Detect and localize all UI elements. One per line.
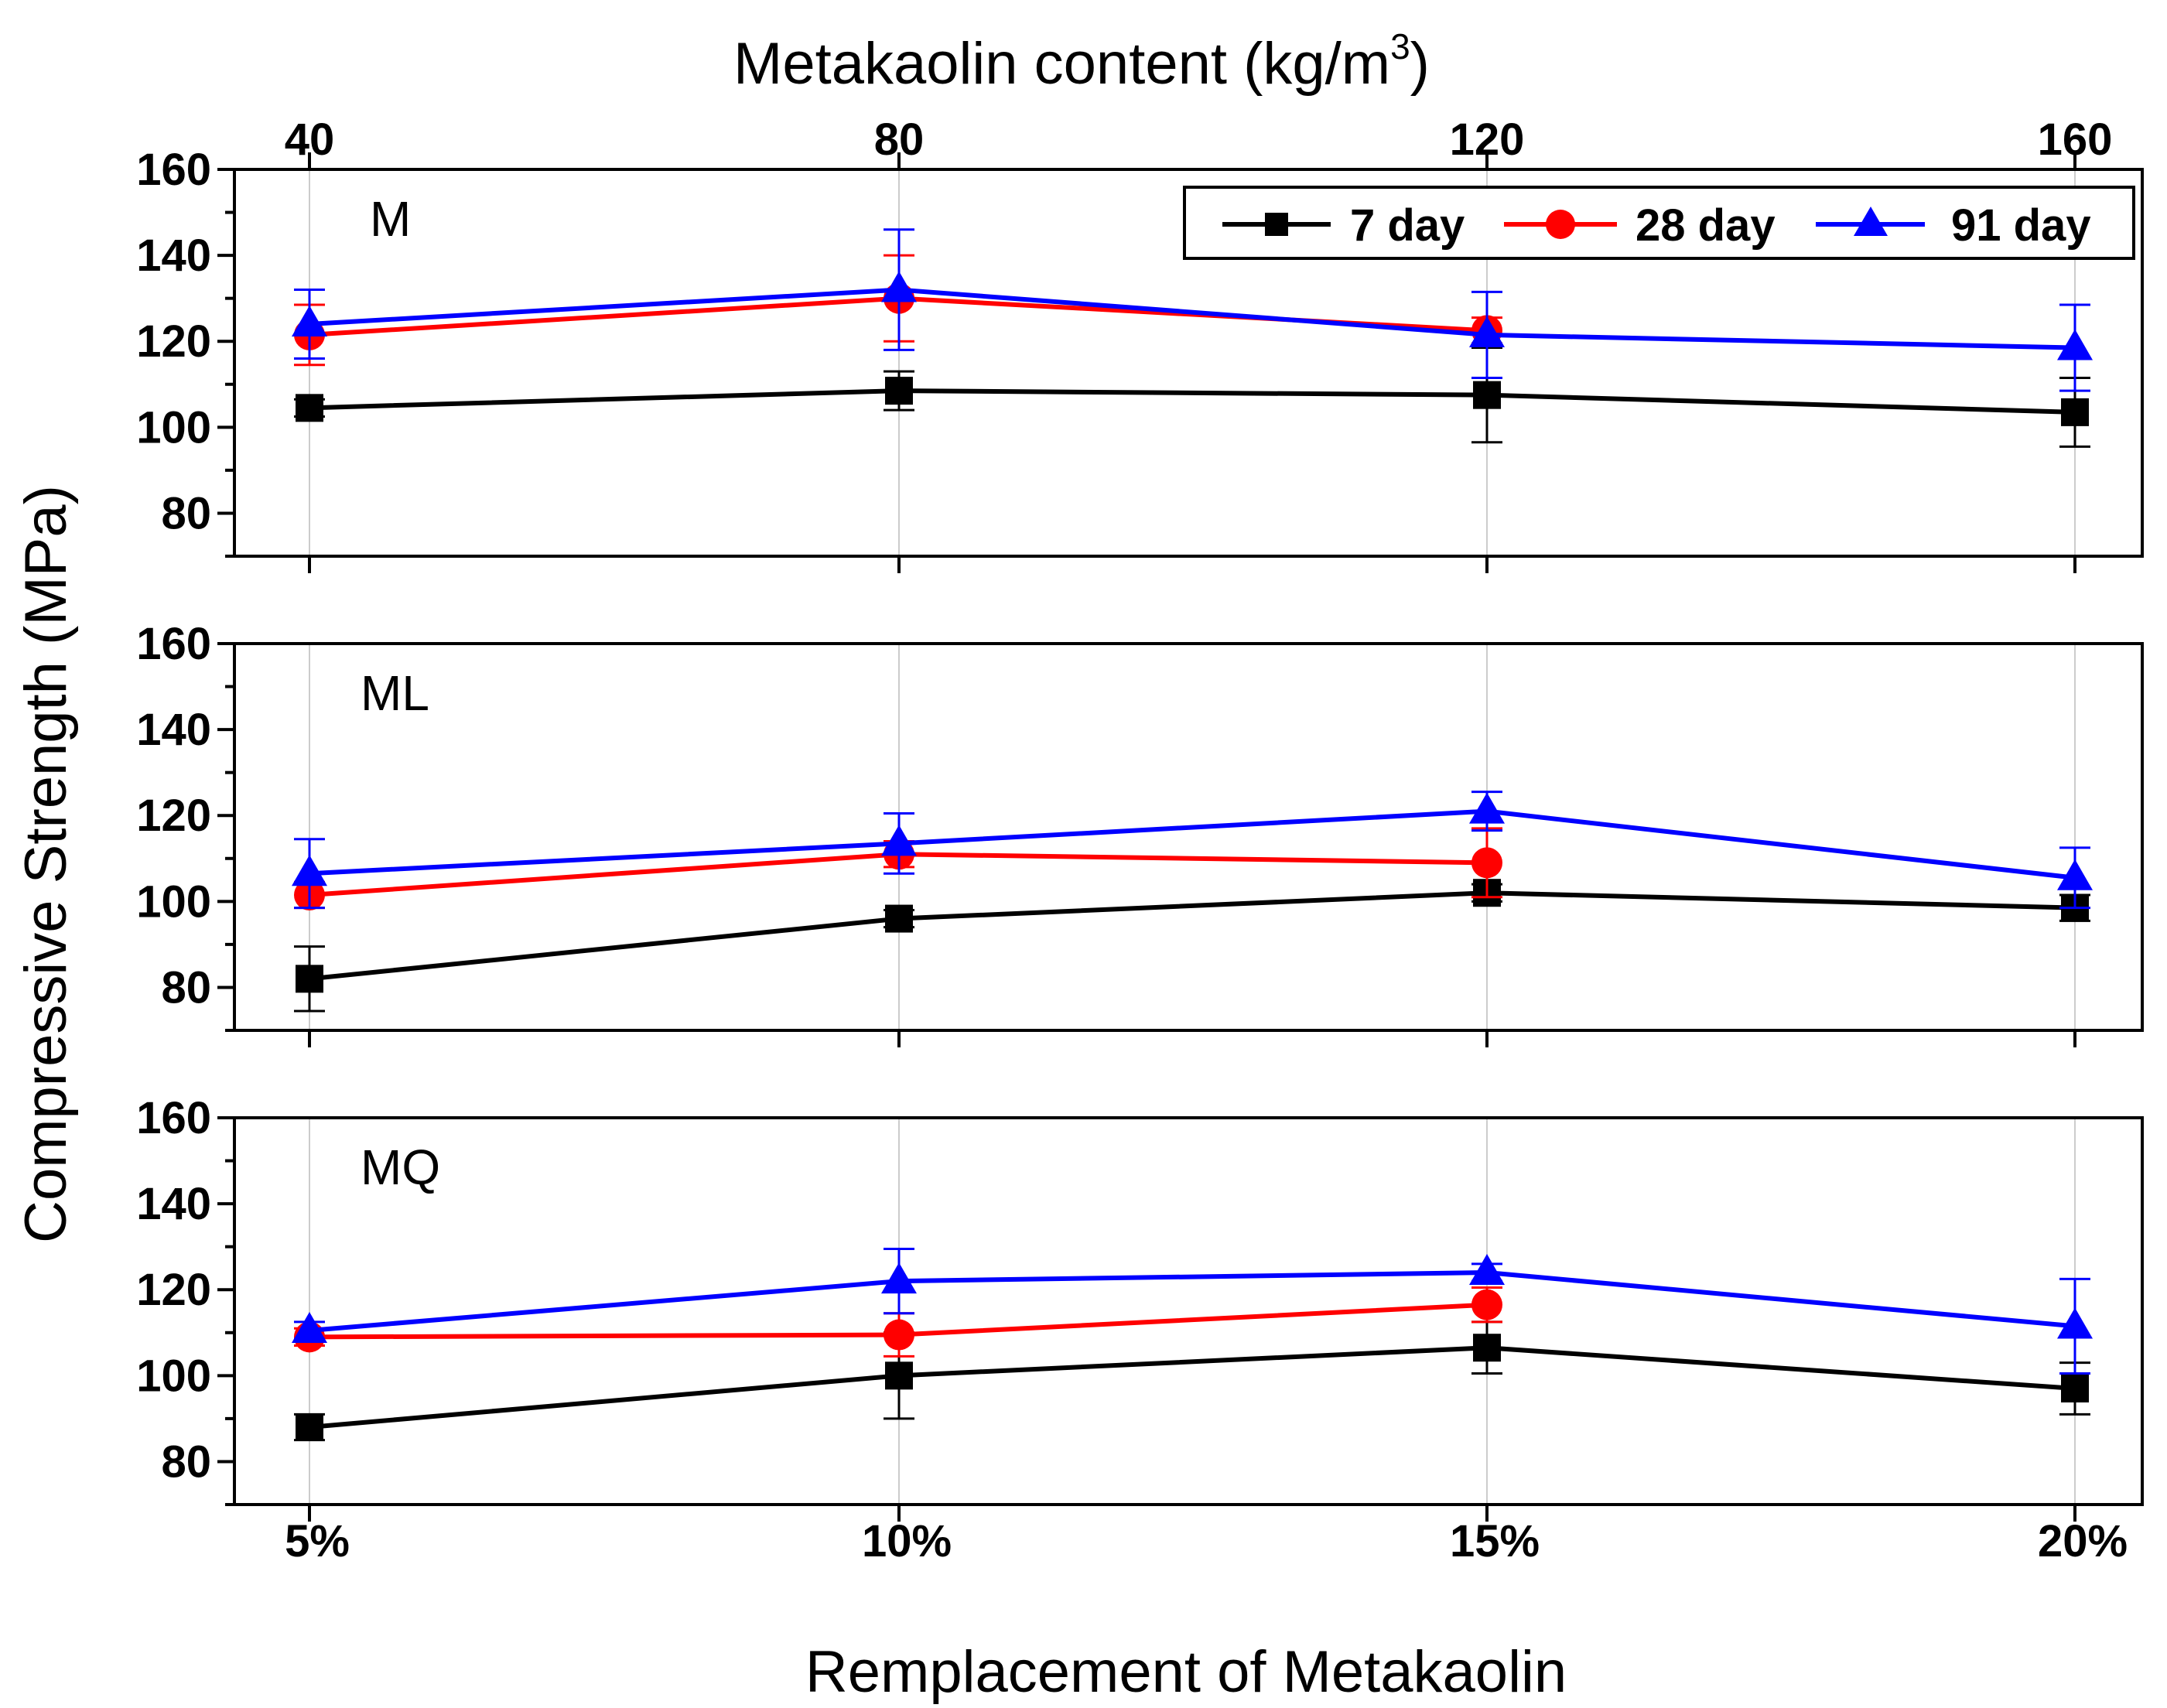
panel-ml: 80 100 120 140 160 ML bbox=[136, 619, 2144, 1047]
data-point-91-day bbox=[292, 1312, 327, 1343]
series-line-91-day bbox=[309, 808, 2076, 880]
data-point-91-day bbox=[881, 1262, 917, 1294]
data-point-91-day bbox=[881, 271, 917, 302]
data-point-7-day bbox=[1473, 1334, 1501, 1362]
data-point-7-day bbox=[296, 965, 323, 993]
data-point-7-day bbox=[885, 904, 913, 933]
y-tick-label: 100 bbox=[136, 402, 211, 453]
y-tick-label: 80 bbox=[161, 962, 211, 1013]
y-tick-label: 100 bbox=[136, 876, 211, 927]
legend-marker-7-day bbox=[1265, 213, 1288, 236]
legend-box bbox=[1183, 186, 2135, 260]
data-point-91-day bbox=[1469, 316, 1505, 347]
x-axis-title: Remplacement of Metakaolin bbox=[805, 1639, 1567, 1705]
panel-mq: 80 100 120 140 160 MQ bbox=[136, 1093, 2144, 1522]
data-point-7-day bbox=[2061, 398, 2089, 426]
data-point-91-day bbox=[2057, 1307, 2093, 1339]
data-point-91-day bbox=[2057, 859, 2093, 890]
data-point-7-day bbox=[296, 394, 323, 422]
panel-m: 80 100 120 140 160 M bbox=[136, 145, 2144, 573]
y-tick-label: 160 bbox=[136, 1093, 211, 1143]
legend: 7 day 28 day 91 day bbox=[1183, 186, 2135, 260]
y-tick-label: 140 bbox=[136, 1179, 211, 1229]
y-tick-label: 100 bbox=[136, 1351, 211, 1401]
series-line-7-day bbox=[309, 388, 2076, 415]
top-axis-title-superscript: 3 bbox=[1390, 26, 1410, 67]
data-point-7-day bbox=[885, 1361, 913, 1390]
data-point-91-day bbox=[1469, 1254, 1505, 1285]
x-tick-label: 10% bbox=[862, 1516, 952, 1566]
y-tick-label: 160 bbox=[136, 145, 211, 195]
x-tick-label: 5% bbox=[285, 1516, 350, 1566]
panel-label-m: M bbox=[370, 191, 411, 247]
legend-label-28-day: 28 day bbox=[1636, 200, 1776, 251]
y-tick-label: 80 bbox=[161, 488, 211, 538]
panel-label-ml: ML bbox=[361, 665, 429, 721]
data-point-28-day bbox=[1471, 1289, 1502, 1320]
data-point-7-day bbox=[885, 377, 913, 405]
top-axis-tick-label: 160 bbox=[2038, 114, 2113, 165]
x-tick-label: 15% bbox=[1450, 1516, 1540, 1566]
series-line-91-day bbox=[309, 287, 2076, 350]
y-axis-title: Compressive Strength (MPa) bbox=[13, 485, 79, 1243]
y-tick-label: 80 bbox=[161, 1436, 211, 1487]
panel-frame bbox=[233, 1116, 2144, 1506]
series-line-91-day bbox=[309, 1270, 2076, 1333]
panel-frame bbox=[233, 642, 2144, 1032]
y-tick-label: 120 bbox=[136, 791, 211, 841]
legend-label-7-day: 7 day bbox=[1350, 200, 1465, 251]
y-tick-label: 140 bbox=[136, 705, 211, 755]
data-point-91-day bbox=[2057, 329, 2093, 360]
series-line-7-day bbox=[309, 890, 2076, 982]
top-axis-title: Metakaolin content (kg/m3) bbox=[733, 26, 1430, 97]
panel-frame bbox=[233, 168, 2144, 558]
series-line-7-day bbox=[309, 1345, 2076, 1430]
y-tick-label: 120 bbox=[136, 316, 211, 367]
x-tick-label: 20% bbox=[2038, 1516, 2128, 1566]
data-point-7-day bbox=[1473, 381, 1501, 409]
data-point-28-day bbox=[884, 1319, 914, 1351]
top-axis-tick-label: 40 bbox=[285, 114, 335, 165]
data-point-91-day bbox=[881, 825, 917, 856]
data-point-7-day bbox=[2061, 1375, 2089, 1402]
y-tick-label: 120 bbox=[136, 1265, 211, 1315]
data-point-91-day bbox=[292, 306, 327, 336]
y-tick-label: 160 bbox=[136, 619, 211, 669]
data-point-7-day bbox=[296, 1413, 323, 1441]
data-point-91-day bbox=[292, 855, 327, 886]
data-point-28-day bbox=[1471, 847, 1502, 879]
legend-marker-91-day bbox=[1854, 207, 1888, 236]
top-axis-tick-label: 120 bbox=[1450, 114, 1525, 165]
panel-label-mq: MQ bbox=[361, 1139, 440, 1195]
legend-marker-28-day bbox=[1546, 210, 1575, 239]
data-point-91-day bbox=[1469, 792, 1505, 824]
legend-label-91-day: 91 day bbox=[1951, 200, 2091, 251]
y-tick-label: 140 bbox=[136, 231, 211, 281]
top-axis-tick-label: 80 bbox=[874, 114, 925, 165]
plot-area: 80 100 120 140 160 M 80 100 120 140 160 ML 80 100 120 1… bbox=[136, 114, 2144, 1566]
